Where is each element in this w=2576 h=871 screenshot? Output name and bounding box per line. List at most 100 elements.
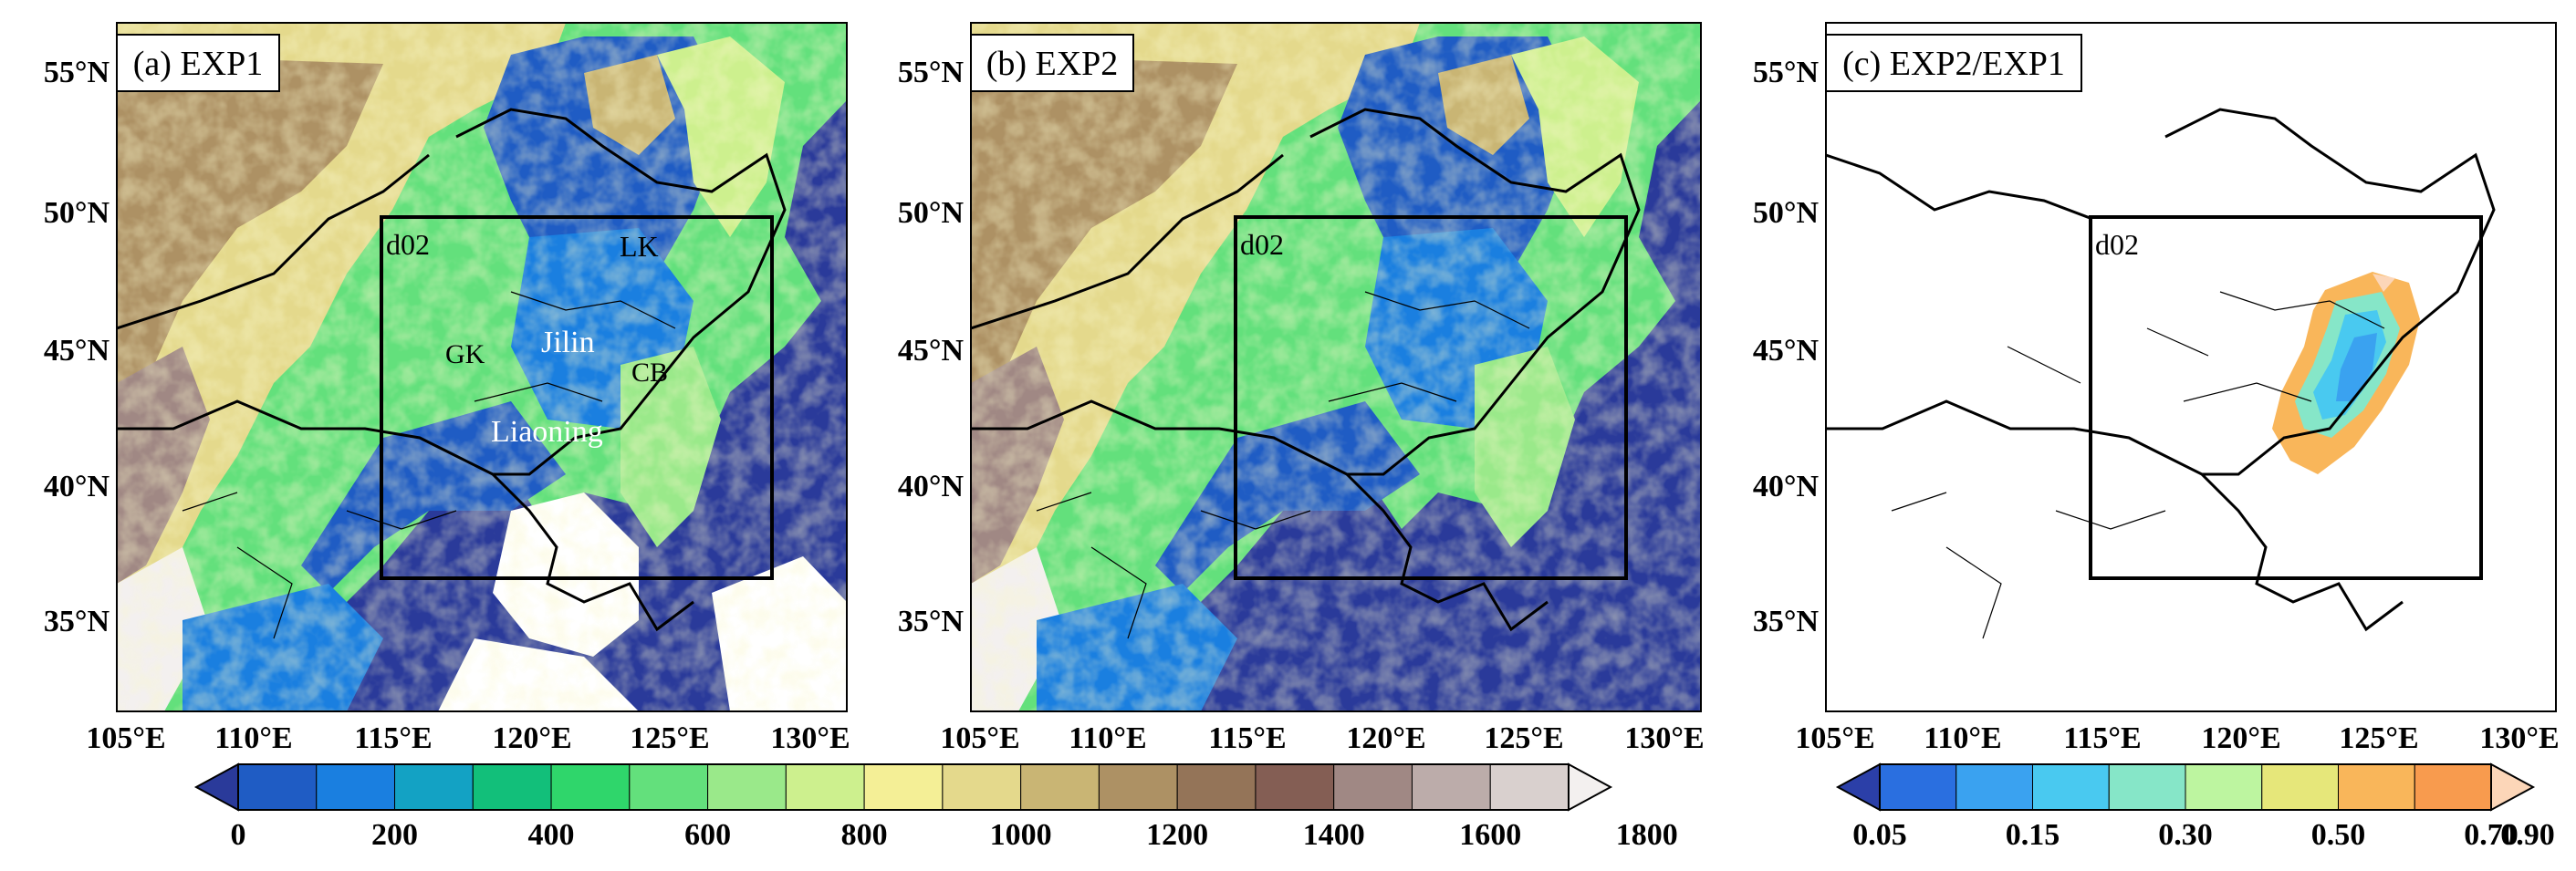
colorbar-swatch (2414, 763, 2492, 811)
panel-c: (c) EXP2/EXP1 d02 (1825, 22, 2557, 712)
panel-title: (b) EXP2 (986, 45, 1119, 83)
lon-tick-label: 125°E (1484, 721, 1563, 755)
lon-tick-label: 120°E (1346, 721, 1425, 755)
lat-tick-label: 45°N (898, 334, 965, 368)
panel-a: (a) EXP1 d02 LK Jilin GK CB Liaoning (116, 22, 848, 712)
lat-tick-label: 55°N (1753, 56, 1820, 89)
colorbar-topography: 0 200 400 600 800 1000 1200 1400 1600 1800 (193, 762, 1678, 852)
colorbar-tick-label: 0.15 (2006, 818, 2060, 852)
colorbar-tick-label: 1800 (1616, 818, 1678, 852)
colorbar-tick-label: 200 (371, 818, 418, 852)
colorbar-tick-label: 0.50 (2311, 818, 2366, 852)
colorbar-tick-label: 800 (841, 818, 888, 852)
lat-tick-label: 45°N (1753, 334, 1820, 368)
colorbar-swatch (629, 763, 709, 811)
panel-b: (b) EXP2 d02 (970, 22, 1702, 712)
colorbar-swatch (2108, 763, 2186, 811)
colorbar-swatch (2338, 763, 2415, 811)
lon-tick-label: 130°E (1624, 721, 1704, 755)
lat-tick-label: 40°N (44, 470, 110, 503)
colorbar-tick-label: 600 (684, 818, 731, 852)
colorbar-tick-label: 0.05 (1852, 818, 1907, 852)
colorbar-swatch (1835, 762, 1881, 812)
colorbar-swatch (707, 763, 787, 811)
d02-domain-box (2089, 215, 2483, 580)
colorbar-tick-label: 1400 (1303, 818, 1365, 852)
d02-domain-box (380, 215, 774, 580)
lat-tick-label: 50°N (898, 196, 965, 230)
lat-tick-label: 55°N (898, 56, 965, 89)
lon-tick-label: 110°E (1069, 721, 1146, 755)
topography-map-b (971, 23, 1701, 711)
colorbar-swatch (863, 763, 944, 811)
lon-tick-label: 105°E (940, 721, 1019, 755)
colorbar-swatch (237, 763, 318, 811)
domain-label: d02 (2095, 228, 2139, 261)
lat-tick-label: 40°N (898, 470, 965, 503)
colorbar-swatch (1568, 762, 1613, 812)
region-label-lk: LK (620, 230, 659, 263)
panel-title: (c) EXP2/EXP1 (1842, 45, 2065, 83)
lon-tick-label: 115°E (1208, 721, 1286, 755)
d02-domain-box (1234, 215, 1628, 580)
lat-tick-label: 35°N (1753, 605, 1820, 638)
colorbar-swatch (1955, 763, 2033, 811)
lon-tick-label: 105°E (1795, 721, 1874, 755)
lon-tick-label: 125°E (2339, 721, 2418, 755)
colorbar-swatch (1489, 763, 1570, 811)
colorbar-swatch (1255, 763, 1335, 811)
panel-title: (a) EXP1 (133, 45, 263, 83)
axis-labels: 55°N 50°N 45°N 40°N 35°N 105°E 110°E 115°E 120°E… (44, 56, 2560, 755)
colorbar-swatch (1020, 763, 1100, 811)
lat-tick-label: 50°N (1753, 196, 1820, 230)
lon-tick-label: 120°E (492, 721, 571, 755)
colorbar-tick-label: 0.30 (2158, 818, 2213, 852)
colorbar-swatch (316, 763, 396, 811)
region-label-gk: GK (445, 339, 485, 369)
region-label-cb: CB (631, 358, 668, 388)
colorbar-swatch (394, 763, 474, 811)
colorbar-swatch (2032, 763, 2110, 811)
colorbar-swatch (550, 763, 631, 811)
colorbar-swatch (472, 763, 552, 811)
colorbar-swatch (785, 763, 865, 811)
lat-tick-label: 40°N (1753, 470, 1820, 503)
colorbar-swatch (1879, 763, 1957, 811)
lat-tick-label: 45°N (44, 334, 110, 368)
colorbar-swatch (942, 763, 1022, 811)
colorbar-swatch (1098, 763, 1178, 811)
lon-tick-label: 125°E (630, 721, 709, 755)
colorbar-swatch (2490, 762, 2536, 812)
lon-tick-label: 115°E (2063, 721, 2141, 755)
domain-label: d02 (386, 228, 430, 261)
colorbar-ratio: 0.05 0.15 0.30 0.50 0.700.90 (1835, 762, 2555, 852)
lon-tick-label: 110°E (1924, 721, 2001, 755)
region-label-jilin: Jilin (541, 326, 595, 359)
domain-label: d02 (1240, 228, 1284, 261)
colorbar-swatch (193, 762, 239, 812)
colorbar-tick-label: 0.90 (2500, 818, 2555, 852)
topography-map-a (117, 23, 847, 711)
colorbar-swatch (1176, 763, 1257, 811)
lon-tick-label: 130°E (770, 721, 850, 755)
lon-tick-label: 130°E (2479, 721, 2559, 755)
colorbar-tick-label: 400 (528, 818, 575, 852)
colorbar-tick-label: 1200 (1146, 818, 1208, 852)
colorbar-swatch (1411, 763, 1491, 811)
lon-tick-label: 105°E (86, 721, 165, 755)
lon-tick-label: 110°E (214, 721, 292, 755)
colorbar-swatch (1333, 763, 1413, 811)
lat-tick-label: 35°N (44, 605, 110, 638)
lon-tick-label: 120°E (2201, 721, 2280, 755)
lon-tick-label: 115°E (354, 721, 432, 755)
colorbar-tick-label: 0 (231, 818, 246, 852)
colorbar-tick-label: 1000 (990, 818, 1052, 852)
ratio-map-c (1826, 23, 2556, 711)
colorbar-swatch (2261, 763, 2339, 811)
colorbar-tick-label: 1600 (1459, 818, 1521, 852)
colorbar-swatch (2185, 763, 2263, 811)
lat-tick-label: 35°N (898, 605, 965, 638)
lat-tick-label: 50°N (44, 196, 110, 230)
colorbar-tick-label: 0.70 (2464, 818, 2519, 852)
region-label-liaoning: Liaoning (491, 415, 603, 449)
